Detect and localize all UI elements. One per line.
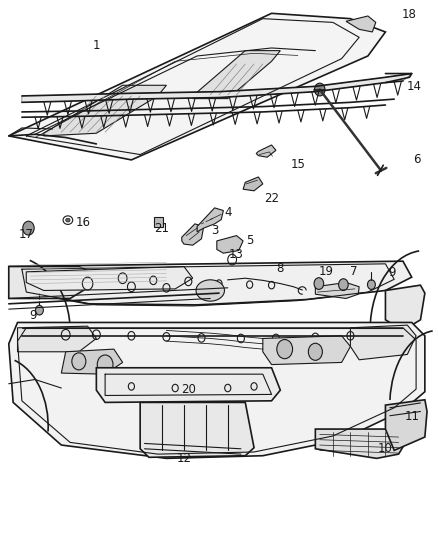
Circle shape	[23, 221, 34, 235]
Text: 15: 15	[290, 158, 305, 171]
Text: 7: 7	[350, 265, 358, 278]
Polygon shape	[9, 261, 412, 305]
Polygon shape	[243, 177, 263, 191]
Polygon shape	[315, 282, 359, 298]
Text: 9: 9	[388, 266, 396, 279]
Text: 4: 4	[224, 206, 232, 219]
Polygon shape	[9, 266, 96, 298]
Text: 20: 20	[181, 383, 196, 395]
Polygon shape	[263, 336, 350, 365]
Circle shape	[314, 83, 325, 96]
Polygon shape	[385, 285, 425, 330]
Circle shape	[308, 343, 322, 360]
Text: 21: 21	[155, 222, 170, 235]
Text: 9: 9	[29, 309, 37, 322]
Polygon shape	[9, 322, 425, 458]
Polygon shape	[315, 429, 407, 458]
Text: 10: 10	[378, 442, 393, 455]
Text: 13: 13	[229, 248, 244, 261]
Text: 5: 5	[246, 235, 253, 247]
Circle shape	[97, 355, 113, 374]
Polygon shape	[26, 266, 193, 290]
Text: 8: 8	[277, 262, 284, 274]
Polygon shape	[197, 208, 223, 232]
Polygon shape	[256, 145, 276, 157]
Polygon shape	[217, 236, 243, 253]
Circle shape	[277, 340, 293, 359]
Polygon shape	[140, 402, 254, 457]
FancyBboxPatch shape	[154, 217, 163, 227]
Text: 12: 12	[177, 452, 191, 465]
Circle shape	[35, 305, 43, 315]
Text: 16: 16	[76, 216, 91, 229]
Text: 19: 19	[319, 265, 334, 278]
Ellipse shape	[66, 219, 70, 222]
Circle shape	[339, 279, 348, 290]
Text: 6: 6	[413, 154, 421, 166]
Polygon shape	[9, 13, 385, 160]
Polygon shape	[182, 224, 204, 245]
Circle shape	[367, 280, 375, 289]
Polygon shape	[385, 400, 427, 450]
Polygon shape	[193, 51, 280, 99]
Polygon shape	[346, 16, 376, 32]
Circle shape	[314, 278, 324, 289]
Text: 1: 1	[92, 39, 100, 52]
Text: 11: 11	[405, 410, 420, 423]
Ellipse shape	[196, 280, 225, 301]
Polygon shape	[22, 74, 412, 102]
Text: 17: 17	[19, 228, 34, 241]
Polygon shape	[61, 349, 123, 374]
Circle shape	[72, 353, 86, 370]
Polygon shape	[18, 326, 96, 352]
Text: 3: 3	[211, 224, 218, 237]
Polygon shape	[350, 325, 416, 360]
Polygon shape	[44, 85, 166, 136]
Polygon shape	[96, 368, 280, 402]
Text: 18: 18	[402, 9, 417, 21]
Text: 14: 14	[406, 80, 421, 93]
Text: 22: 22	[264, 192, 279, 205]
